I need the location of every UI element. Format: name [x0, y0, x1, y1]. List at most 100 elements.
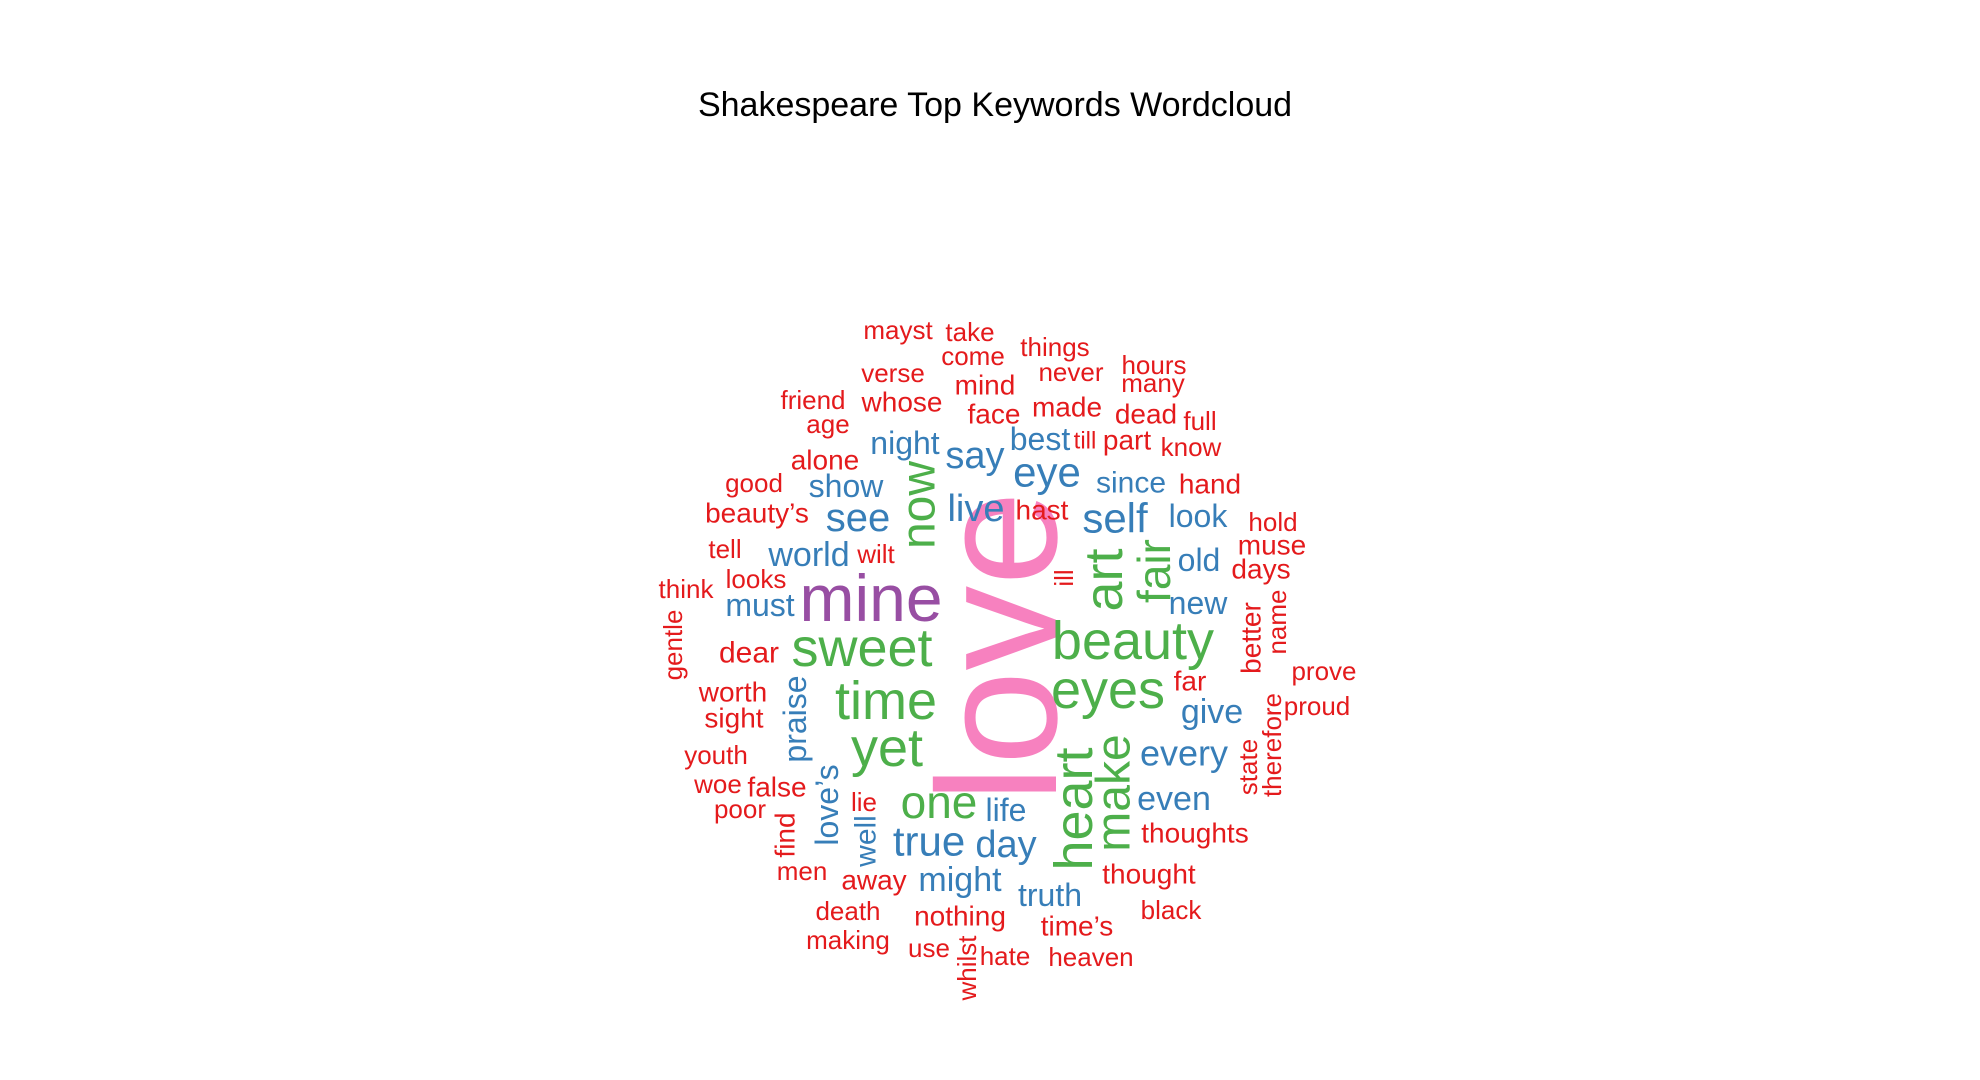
word-label: state: [1233, 739, 1263, 795]
word-label: might: [918, 861, 1002, 899]
word-label: proud: [1284, 691, 1351, 721]
word-label: true: [893, 818, 965, 865]
word-label: time’s: [1041, 911, 1114, 942]
word-label: give: [1181, 693, 1243, 731]
word-label: hate: [980, 941, 1031, 971]
word-label: every: [1140, 733, 1228, 774]
word-label: life: [986, 792, 1027, 828]
word-label: see: [826, 496, 891, 540]
word-label: men: [777, 856, 828, 886]
word-label: beauty: [1052, 611, 1214, 671]
word-label: love: [903, 491, 1093, 803]
word-label: eyes: [1051, 660, 1165, 720]
chart-title: Shakespeare Top Keywords Wordcloud: [697, 86, 1293, 124]
word-label: far: [1174, 666, 1207, 697]
word-label: one: [901, 776, 978, 828]
word-label: many: [1121, 368, 1185, 398]
word-label: best: [1010, 421, 1071, 457]
word-label: worth: [698, 677, 767, 708]
word-label: take: [945, 317, 994, 347]
word-label: alone: [791, 445, 860, 476]
word-label: making: [806, 925, 890, 955]
word-label: truth: [1018, 877, 1082, 913]
word-label: things: [1020, 332, 1089, 362]
word-label: look: [1169, 498, 1229, 534]
word-label: praise: [777, 675, 813, 762]
word-label: heaven: [1048, 942, 1133, 972]
word-label: death: [815, 896, 880, 926]
word-label: part: [1103, 425, 1151, 456]
word-label: gentle: [658, 610, 688, 681]
word-label: made: [1032, 392, 1102, 423]
word-label: till: [1074, 428, 1097, 455]
word-label: hours: [1121, 350, 1186, 380]
word-label: make: [1088, 734, 1141, 851]
word-label: black: [1141, 895, 1203, 925]
word-label: think: [659, 574, 715, 604]
word-label: even: [1137, 780, 1211, 818]
word-label: muse: [1238, 530, 1306, 561]
word-label: find: [770, 812, 801, 857]
word-label: looks: [726, 564, 787, 594]
word-label: sweet: [791, 618, 932, 678]
word-label: thought: [1102, 859, 1196, 890]
word-label: nothing: [914, 901, 1006, 932]
word-label: name: [1262, 589, 1292, 654]
word-label: whilst: [952, 935, 982, 1002]
word-label: ill: [1049, 569, 1079, 586]
word-label: verse: [861, 358, 925, 388]
word-label: beauty’s: [705, 498, 809, 529]
word-label: day: [975, 824, 1036, 866]
word-label: world: [767, 536, 849, 574]
word-label: false: [747, 772, 806, 803]
word-label: time: [835, 671, 937, 731]
word-label: poor: [714, 794, 766, 824]
word-label: mind: [955, 370, 1016, 401]
word-label: well: [850, 815, 883, 868]
word-label: night: [870, 425, 940, 461]
word-label: therefore: [1257, 693, 1287, 797]
word-label: friend: [780, 385, 845, 415]
word-label: full: [1183, 406, 1216, 436]
word-label: art: [1074, 548, 1134, 611]
word-label: know: [1161, 432, 1222, 462]
word-label: love’s: [809, 764, 845, 845]
word-label: youth: [684, 740, 748, 770]
word-label: new: [1169, 585, 1229, 621]
word-label: mayst: [863, 315, 933, 345]
word-label: sight: [704, 703, 763, 734]
word-label: self: [1082, 495, 1148, 542]
word-label: never: [1038, 357, 1103, 387]
word-label: dear: [719, 637, 779, 670]
word-label: away: [841, 865, 906, 896]
word-label: now: [893, 461, 946, 549]
word-label: good: [725, 468, 783, 498]
word-label: lie: [851, 787, 877, 817]
word-label: yet: [851, 718, 923, 778]
word-label: better: [1236, 602, 1267, 674]
word-label: eye: [1013, 449, 1081, 496]
word-label: say: [945, 435, 1004, 477]
word-label: fair: [1128, 539, 1180, 603]
word-label: mine: [799, 561, 942, 635]
word-label: must: [725, 587, 794, 623]
word-label: hold: [1248, 507, 1297, 537]
word-label: age: [806, 409, 849, 439]
word-label: old: [1178, 542, 1221, 578]
word-label: since: [1096, 467, 1166, 500]
word-label: woe: [693, 769, 742, 799]
word-label: whose: [861, 387, 943, 418]
word-label: hast: [1016, 495, 1069, 526]
word-label: thoughts: [1141, 818, 1248, 849]
word-label: face: [968, 399, 1021, 430]
word-label: prove: [1291, 656, 1356, 686]
word-label: come: [941, 341, 1005, 371]
word-label: live: [947, 488, 1004, 530]
word-label: days: [1231, 554, 1290, 585]
word-label: show: [809, 468, 885, 504]
word-label: heart: [1044, 747, 1104, 870]
word-label: use: [908, 933, 950, 963]
word-label: hand: [1179, 469, 1241, 500]
word-label: dead: [1115, 399, 1177, 430]
